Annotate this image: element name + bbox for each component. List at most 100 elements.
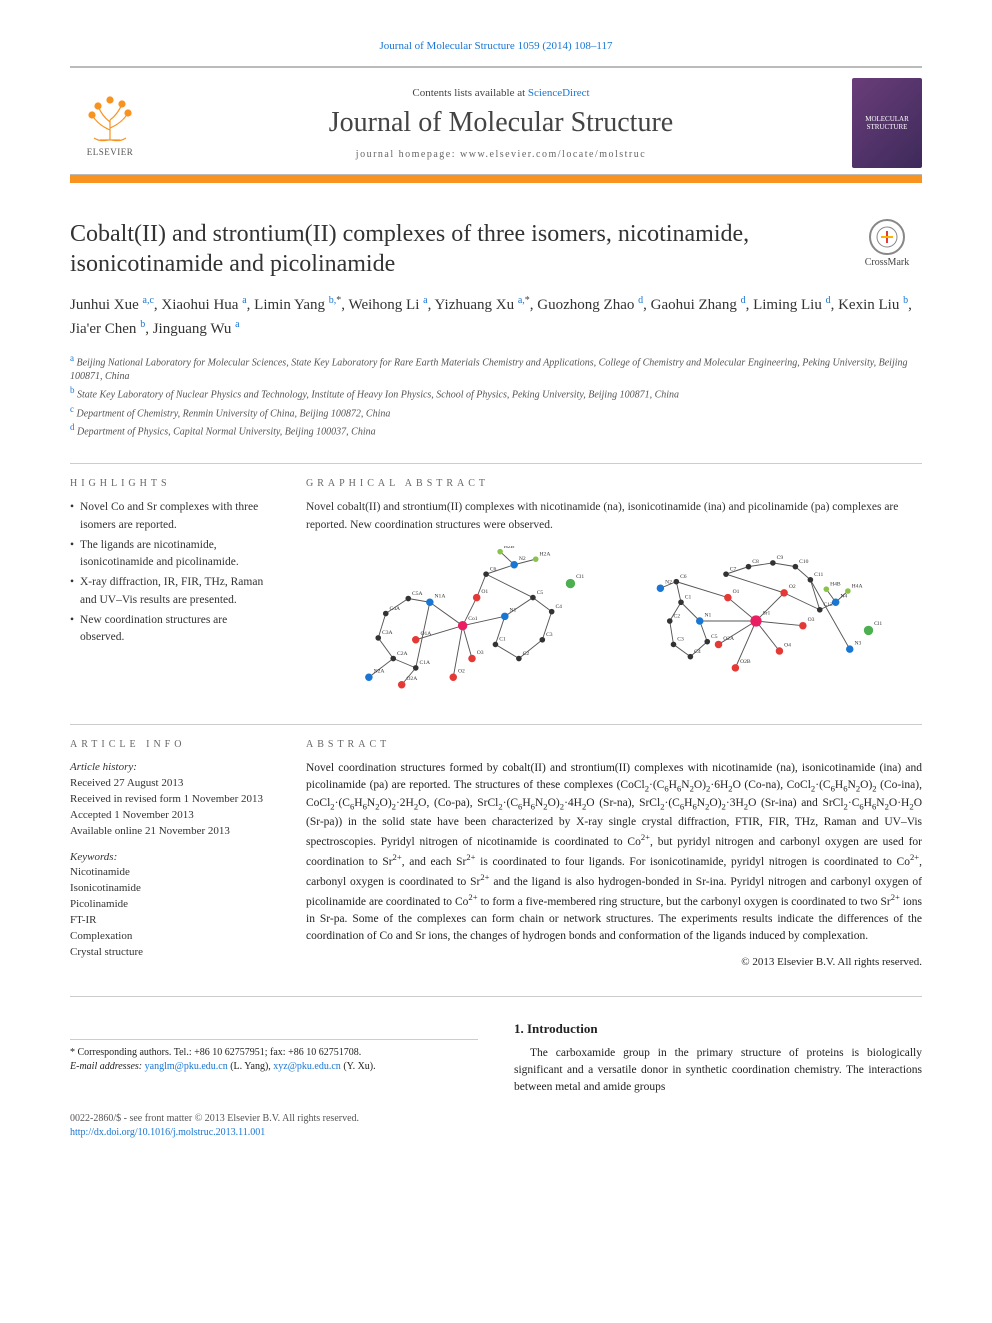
svg-text:N1: N1 — [510, 607, 517, 613]
svg-text:N2: N2 — [665, 579, 672, 585]
highlights-column: HIGHLIGHTS Novel Co and Sr complexes wit… — [70, 478, 270, 696]
right-column: 1. Introduction The carboxamide group in… — [514, 1021, 922, 1097]
highlight-item: Novel Co and Sr complexes with three iso… — [70, 499, 270, 534]
svg-text:C10: C10 — [799, 559, 809, 565]
svg-text:N2A: N2A — [374, 668, 386, 674]
svg-text:O4: O4 — [784, 642, 791, 648]
svg-text:C3A: C3A — [382, 630, 394, 636]
svg-text:C4A: C4A — [390, 606, 402, 612]
highlights-label: HIGHLIGHTS — [70, 478, 270, 489]
svg-text:O1A: O1A — [420, 631, 432, 637]
svg-text:C5: C5 — [711, 634, 718, 640]
svg-text:C1A: C1A — [420, 660, 432, 666]
highlight-item: New coordination structures are observed… — [70, 612, 270, 647]
keyword: Crystal structure — [70, 945, 270, 961]
svg-text:C3: C3 — [546, 632, 553, 638]
keywords-label: Keywords: — [70, 850, 270, 866]
paper-title: Cobalt(II) and strontium(II) complexes o… — [70, 219, 840, 279]
svg-text:Cl1: Cl1 — [576, 574, 584, 580]
svg-text:Cl1: Cl1 — [874, 621, 882, 627]
svg-text:O1: O1 — [481, 589, 488, 595]
separator — [70, 724, 922, 725]
intro-heading: 1. Introduction — [514, 1021, 922, 1037]
svg-text:C1: C1 — [685, 594, 692, 600]
email-label: E-mail addresses: — [70, 1061, 145, 1072]
keyword: Nicotinamide — [70, 865, 270, 881]
svg-text:C8: C8 — [752, 559, 759, 565]
article-info-label: ARTICLE INFO — [70, 739, 270, 750]
email-link[interactable]: xyz@pku.edu.cn — [273, 1061, 341, 1072]
svg-text:C5: C5 — [537, 590, 544, 596]
separator — [70, 463, 922, 464]
crossmark-label: CrossMark — [865, 257, 909, 268]
svg-text:C12: C12 — [824, 602, 834, 608]
svg-text:O2: O2 — [458, 668, 465, 674]
separator — [70, 996, 922, 997]
left-column: * Corresponding authors. Tel.: +86 10 62… — [70, 1021, 478, 1097]
graphical-abstract-column: GRAPHICAL ABSTRACT Novel cobalt(II) and … — [306, 478, 922, 696]
graphical-abstract-label: GRAPHICAL ABSTRACT — [306, 478, 922, 489]
svg-text:C9: C9 — [777, 555, 784, 561]
doi-link[interactable]: http://dx.doi.org/10.1016/j.molstruc.201… — [70, 1126, 922, 1140]
svg-text:C4: C4 — [694, 649, 701, 655]
article-info-column: ARTICLE INFO Article history: Received 2… — [70, 739, 270, 968]
svg-text:O2A: O2A — [723, 636, 735, 642]
svg-text:Sr1: Sr1 — [763, 610, 771, 616]
svg-text:C7: C7 — [730, 566, 737, 572]
svg-text:O2B: O2B — [740, 659, 751, 665]
issn-line: 0022-2860/$ - see front matter © 2013 El… — [70, 1112, 922, 1126]
journal-name: Journal of Molecular Structure — [162, 107, 840, 139]
history-label: Article history: — [70, 760, 270, 776]
highlight-item: X-ray diffraction, IR, FIR, THz, Raman a… — [70, 574, 270, 609]
abstract-label: ABSTRACT — [306, 739, 922, 750]
highlight-item: The ligands are nicotinamide, isonicotin… — [70, 537, 270, 572]
footer-meta: 0022-2860/$ - see front matter © 2013 El… — [70, 1112, 922, 1140]
affiliations: a Beijing National Laboratory for Molecu… — [70, 352, 922, 439]
svg-text:O3: O3 — [808, 617, 815, 623]
journal-homepage[interactable]: journal homepage: www.elsevier.com/locat… — [162, 149, 840, 160]
svg-text:C4: C4 — [555, 604, 562, 610]
corr-line: * Corresponding authors. Tel.: +86 10 62… — [70, 1046, 478, 1060]
author-list: Junhui Xue a,c, Xiaohui Hua a, Limin Yan… — [70, 293, 922, 340]
svg-text:Co1: Co1 — [468, 616, 478, 622]
revised-date: Received in revised form 1 November 2013 — [70, 792, 270, 808]
masthead: ELSEVIER Contents lists available at Sci… — [70, 66, 922, 175]
svg-text:N3: N3 — [854, 640, 861, 646]
svg-text:O2: O2 — [789, 584, 796, 590]
journal-cover-thumbnail: MOLECULAR STRUCTURE — [852, 78, 922, 168]
crossmark-icon — [869, 219, 905, 255]
email-link[interactable]: yanglm@pku.edu.cn — [145, 1061, 228, 1072]
sciencedirect-link[interactable]: ScienceDirect — [528, 87, 590, 99]
corresponding-author-footnote: * Corresponding authors. Tel.: +86 10 62… — [70, 1039, 478, 1074]
top-citation[interactable]: Journal of Molecular Structure 1059 (201… — [70, 40, 922, 52]
svg-text:C5A: C5A — [412, 591, 424, 597]
svg-text:H4B: H4B — [830, 581, 841, 587]
accent-bar — [70, 175, 922, 183]
crossmark-badge[interactable]: CrossMark — [852, 219, 922, 268]
keyword: Picolinamide — [70, 897, 270, 913]
svg-text:C2: C2 — [523, 651, 530, 657]
svg-text:H2B: H2B — [504, 546, 515, 550]
svg-text:C6: C6 — [490, 566, 497, 572]
graphical-abstract-text: Novel cobalt(II) and strontium(II) compl… — [306, 499, 922, 534]
svg-text:N1: N1 — [704, 612, 711, 618]
svg-text:C11: C11 — [814, 572, 823, 578]
keyword: Isonicotinamide — [70, 881, 270, 897]
svg-text:O2A: O2A — [406, 676, 418, 682]
svg-text:O1: O1 — [733, 589, 740, 595]
svg-text:C2: C2 — [674, 613, 681, 619]
contents-line: Contents lists available at ScienceDirec… — [162, 87, 840, 99]
highlights-list: Novel Co and Sr complexes with three iso… — [70, 499, 270, 646]
publisher-logo: ELSEVIER — [70, 83, 150, 163]
keywords-list: NicotinamideIsonicotinamidePicolinamideF… — [70, 865, 270, 961]
accepted-date: Accepted 1 November 2013 — [70, 808, 270, 824]
svg-text:N4: N4 — [840, 593, 847, 599]
svg-text:C6: C6 — [680, 574, 687, 580]
svg-text:C2A: C2A — [397, 651, 409, 657]
keyword: FT-IR — [70, 913, 270, 929]
svg-text:H4A: H4A — [852, 583, 864, 589]
elsevier-tree-icon — [80, 90, 140, 145]
publisher-name: ELSEVIER — [87, 147, 134, 157]
molecular-diagram-left: Co1O1AO1N1N1AC1C2C3C4C5C6N2H2AH2BC1AC2AC… — [342, 546, 602, 696]
svg-text:O3: O3 — [477, 650, 484, 656]
